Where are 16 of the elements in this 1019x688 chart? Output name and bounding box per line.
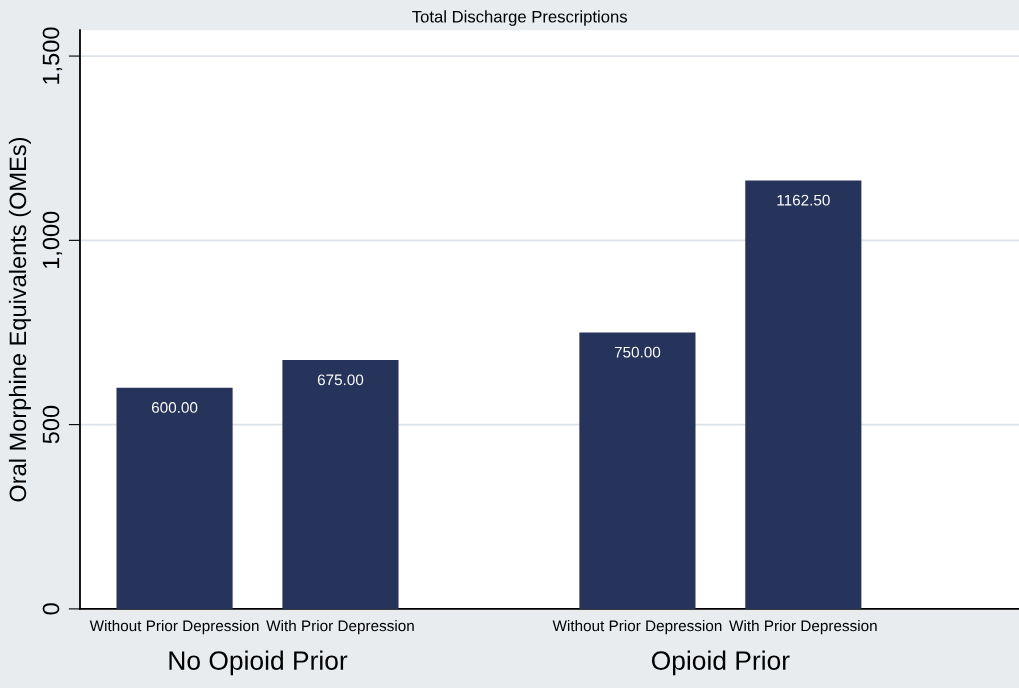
text: Opioid Prior	[651, 650, 790, 676]
chart-title: Total Discharge Prescriptions	[412, 10, 628, 26]
x-tick-label: With Prior Depression	[266, 619, 414, 635]
data-label: 1162.50	[777, 194, 830, 206]
y-axis-title: Oral Morphine Equivalents (OMEs)	[8, 137, 31, 502]
data-label: 750.00	[614, 346, 661, 358]
y-tick-label: 500	[42, 405, 60, 444]
data-label: 600.00	[151, 402, 198, 413]
x-tick-label: With Prior Depression	[729, 619, 877, 635]
y-tick-label: 0	[42, 603, 60, 615]
text: No Opioid Prior	[169, 650, 348, 676]
y-tick-label: 1,500	[42, 27, 63, 84]
data-label: 675.00	[317, 374, 364, 386]
y-tick-label: 1,000	[42, 211, 63, 269]
x-tick-label: Without Prior Depression	[89, 619, 259, 635]
x-tick-label: Without Prior Depression	[552, 619, 722, 635]
